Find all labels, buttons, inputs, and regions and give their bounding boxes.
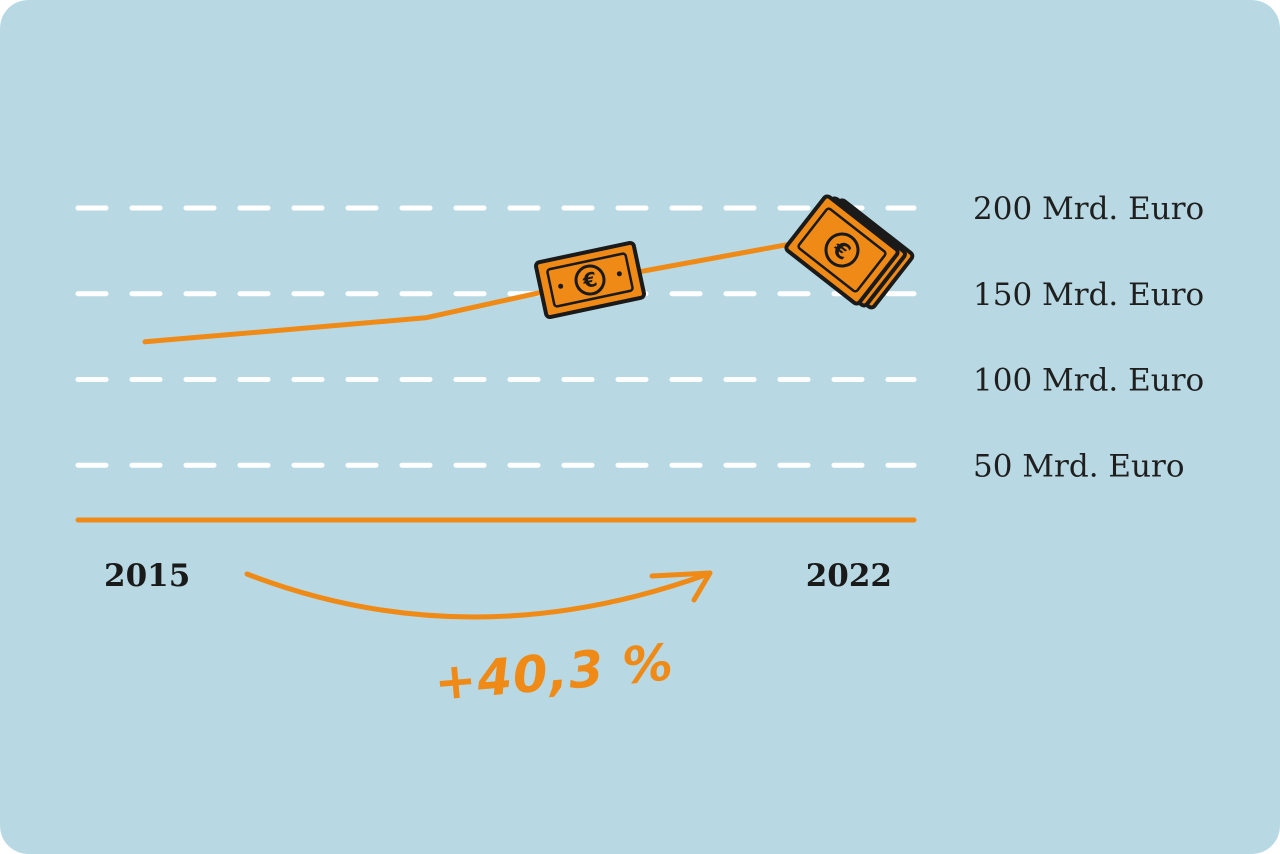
x-tick-label-end: 2022 [806,558,892,594]
svg-text:€: € [580,267,600,294]
series-line [142,239,803,345]
y-tick-label-150: 150 Mrd. Euro [973,277,1204,313]
y-tick-label-100: 100 Mrd. Euro [973,363,1204,399]
euro-banknote-icon: € [534,240,646,320]
y-tick-label-200: 200 Mrd. Euro [973,191,1204,227]
x-tick-label-start: 2015 [104,558,190,594]
curved-arrow-icon [244,570,713,620]
y-tick-label-50: 50 Mrd. Euro [973,448,1185,484]
euro-banknote-stack-icon: € [784,194,915,310]
